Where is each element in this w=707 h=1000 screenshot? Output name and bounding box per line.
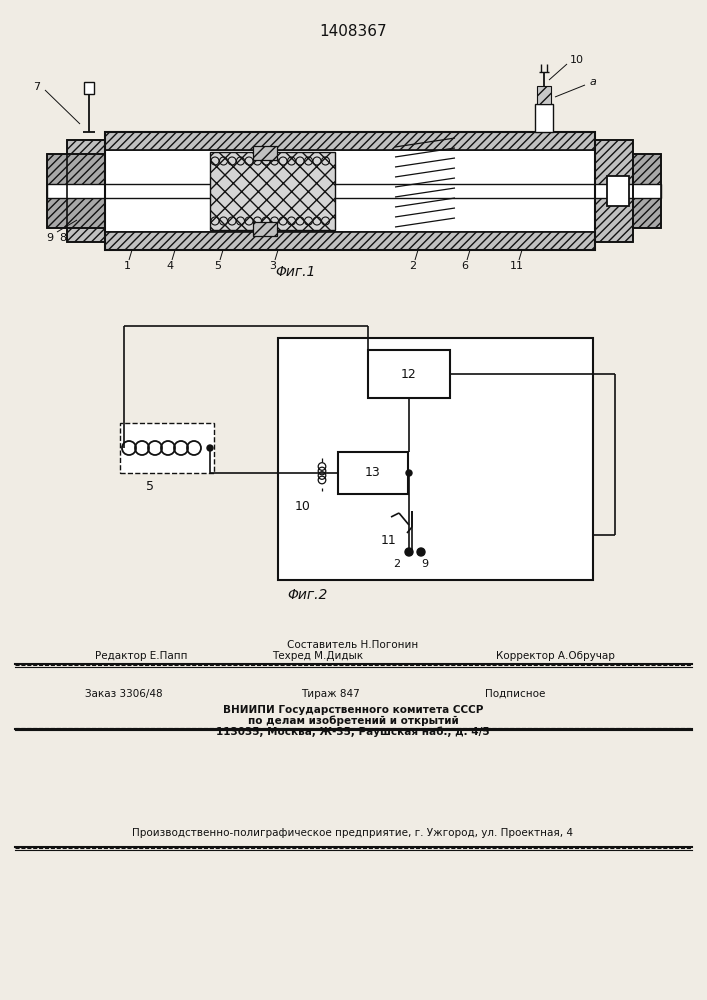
Circle shape (417, 548, 425, 556)
Text: 10: 10 (295, 500, 311, 514)
Bar (47, 154, 105, 228)
Text: Φиг.1: Φиг.1 (275, 265, 315, 279)
Bar (105, 132, 595, 250)
Bar (67, 140, 105, 242)
Text: 5: 5 (146, 480, 154, 492)
Bar (105, 132, 595, 150)
Text: Составитель Н.Погонин: Составитель Н.Погонин (287, 640, 419, 650)
Bar (253, 146, 277, 160)
Bar (278, 338, 593, 580)
Text: 10: 10 (570, 55, 584, 65)
Circle shape (405, 548, 413, 556)
Bar (210, 152, 335, 230)
Bar (595, 140, 633, 242)
Bar (633, 154, 661, 228)
Text: Техред М.Дидык: Техред М.Дидык (272, 651, 363, 661)
Bar (607, 176, 629, 206)
Text: Редактор Е.Папп: Редактор Е.Папп (95, 651, 187, 661)
Text: 8: 8 (59, 233, 66, 243)
Bar (595, 140, 633, 242)
Text: 3: 3 (269, 261, 276, 271)
Bar (105, 150, 595, 232)
Text: 1408367: 1408367 (319, 24, 387, 39)
Bar (535, 104, 553, 132)
Text: Тираж 847: Тираж 847 (300, 689, 359, 699)
Text: Заказ 3306/48: Заказ 3306/48 (85, 689, 163, 699)
Text: 11: 11 (381, 534, 397, 546)
Text: 4: 4 (166, 261, 173, 271)
Text: 11: 11 (510, 261, 524, 271)
Text: Производственно-полиграфическое предприятие, г. Ужгород, ул. Проектная, 4: Производственно-полиграфическое предприя… (132, 828, 573, 838)
Bar (47, 184, 661, 198)
Text: ВНИИПИ Государственного комитета СССР: ВНИИПИ Государственного комитета СССР (223, 705, 483, 715)
Bar (105, 232, 595, 250)
Text: 6: 6 (462, 261, 469, 271)
Bar (47, 154, 105, 228)
Text: 7: 7 (33, 82, 40, 92)
Text: a: a (590, 77, 597, 87)
Text: 12: 12 (401, 367, 417, 380)
Text: 1: 1 (124, 261, 131, 271)
Bar (253, 222, 277, 236)
Text: Подписное: Подписное (485, 689, 545, 699)
Circle shape (406, 470, 412, 476)
Text: 9: 9 (47, 233, 54, 243)
Text: 9: 9 (421, 559, 428, 569)
Bar (368, 350, 450, 398)
Text: 2: 2 (393, 559, 401, 569)
Bar (338, 452, 408, 494)
Text: 13: 13 (365, 466, 381, 480)
Text: Φиг.2: Φиг.2 (288, 588, 328, 602)
Circle shape (207, 445, 213, 451)
Text: 2: 2 (409, 261, 416, 271)
Bar (537, 86, 551, 104)
Bar (84, 82, 94, 94)
Bar (67, 140, 105, 242)
Text: 113035, Москва, Ж-35, Раушская наб., д. 4/5: 113035, Москва, Ж-35, Раушская наб., д. … (216, 727, 490, 737)
Bar (120, 423, 214, 473)
Bar (633, 154, 661, 228)
Text: Корректор А.Обручар: Корректор А.Обручар (496, 651, 614, 661)
Text: 5: 5 (214, 261, 221, 271)
Text: по делам изобретений и открытий: по делам изобретений и открытий (247, 716, 458, 726)
